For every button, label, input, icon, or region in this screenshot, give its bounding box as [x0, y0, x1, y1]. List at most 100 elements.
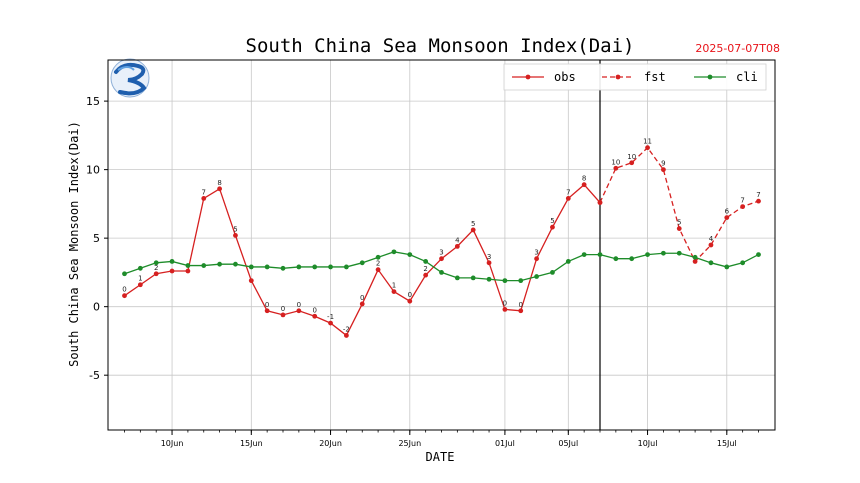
- data-point-cli: [153, 260, 159, 266]
- data-point-obs: [328, 320, 333, 326]
- chart-title: South China Sea Monsoon Index(Dai): [246, 35, 635, 57]
- data-point-cli: [375, 254, 381, 260]
- data-point-cli: [708, 260, 714, 266]
- data-label-obs: 3: [439, 249, 443, 257]
- data-point-cli: [565, 259, 571, 264]
- data-point-cli: [486, 276, 492, 282]
- data-point-obs: [534, 256, 539, 262]
- data-point-cli: [518, 278, 524, 284]
- data-point-cli: [423, 259, 429, 264]
- data-point-cli: [470, 275, 476, 281]
- data-point-cli: [169, 259, 175, 264]
- x-axis-label: DATE: [426, 450, 455, 464]
- data-point-obs: [581, 182, 587, 188]
- data-point-cli: [217, 261, 223, 267]
- data-point-cli: [502, 278, 508, 284]
- data-point-obs: [391, 289, 397, 294]
- data-point-cli: [740, 260, 746, 266]
- data-point-obs: [248, 278, 254, 284]
- data-label-fst: 10: [627, 153, 636, 161]
- data-point-obs: [185, 268, 191, 274]
- data-point-fst: [613, 165, 619, 171]
- data-point-cli: [613, 256, 619, 262]
- y-axis-label: South China Sea Monsoon Index(Dai): [67, 121, 81, 367]
- data-point-cli: [328, 264, 333, 270]
- data-label-obs: 4: [455, 236, 460, 244]
- data-point-cli: [359, 260, 365, 266]
- data-point-cli: [534, 274, 539, 279]
- data-label-obs: 2: [423, 265, 427, 273]
- data-point-obs: [201, 196, 207, 201]
- data-label-obs: 1: [392, 282, 396, 290]
- data-label-obs: 0: [297, 301, 301, 309]
- data-point-obs: [518, 308, 524, 314]
- data-point-cli: [407, 252, 413, 257]
- data-point-obs: [169, 268, 175, 274]
- data-point-fst: [724, 215, 730, 220]
- data-point-fst: [740, 204, 746, 210]
- data-point-cli: [233, 261, 238, 267]
- y-tick-label: -5: [89, 369, 100, 382]
- x-tick-label: 15Jul: [717, 439, 737, 448]
- legend-marker-fst: [615, 74, 621, 80]
- data-point-fst: [708, 242, 714, 248]
- data-point-fst: [756, 198, 761, 204]
- data-label-obs: 0: [281, 305, 285, 313]
- data-point-cli: [122, 271, 127, 277]
- data-label-obs: 0: [360, 294, 364, 302]
- data-label-obs: 0: [408, 291, 412, 299]
- y-tick-label: 10: [86, 164, 100, 177]
- data-point-cli: [201, 263, 207, 268]
- data-label-obs: 0: [519, 301, 523, 309]
- x-tick-label: 01Jul: [495, 439, 515, 448]
- data-point-obs: [344, 333, 349, 338]
- data-point-cli: [629, 256, 635, 262]
- data-label-fst: 6: [725, 208, 730, 216]
- data-label-obs: 7: [202, 188, 206, 196]
- agency-logo: [110, 58, 150, 98]
- data-label-obs: 5: [471, 220, 475, 228]
- data-label-obs: 2: [154, 264, 158, 272]
- data-point-cli: [724, 264, 730, 270]
- data-point-obs: [280, 312, 286, 318]
- data-label-obs: 1: [138, 275, 142, 283]
- legend-marker-obs: [525, 74, 531, 80]
- legend: obs fst cli: [503, 63, 767, 91]
- series-points: [122, 145, 761, 338]
- data-point-cli: [645, 252, 650, 257]
- x-tick-label: 15Jun: [240, 439, 263, 448]
- data-point-fst: [692, 259, 698, 264]
- data-point-obs: [502, 307, 508, 312]
- data-point-obs: [439, 256, 444, 262]
- x-tick-label: 10Jul: [638, 439, 658, 448]
- data-point-fst: [597, 200, 603, 205]
- data-point-cli: [692, 254, 698, 260]
- data-point-cli: [581, 252, 587, 257]
- y-tick-label: 0: [93, 301, 100, 314]
- data-point-fst: [661, 167, 666, 173]
- data-label-obs: 5: [550, 217, 554, 225]
- data-point-fst: [676, 226, 682, 231]
- x-tick-label: 10Jun: [161, 439, 184, 448]
- data-point-obs: [454, 243, 460, 249]
- data-point-cli: [454, 275, 460, 281]
- data-label-obs: 7: [566, 188, 570, 196]
- data-label-obs: 5: [233, 225, 237, 233]
- data-point-cli: [344, 264, 349, 270]
- data-point-obs: [550, 224, 555, 230]
- data-label-obs: 0: [312, 306, 316, 314]
- data-point-obs: [423, 272, 429, 278]
- data-point-obs: [122, 293, 127, 299]
- data-point-obs: [359, 301, 365, 307]
- data-point-obs: [312, 313, 318, 319]
- data-label-fst: 4: [709, 235, 714, 243]
- data-label-fst: 10: [611, 158, 620, 166]
- data-point-obs: [264, 308, 270, 314]
- data-point-cli: [137, 265, 143, 271]
- data-point-obs: [217, 186, 223, 192]
- data-point-obs: [486, 260, 492, 266]
- data-label-fst: 7: [740, 197, 744, 205]
- data-label-fst: 5: [677, 219, 681, 227]
